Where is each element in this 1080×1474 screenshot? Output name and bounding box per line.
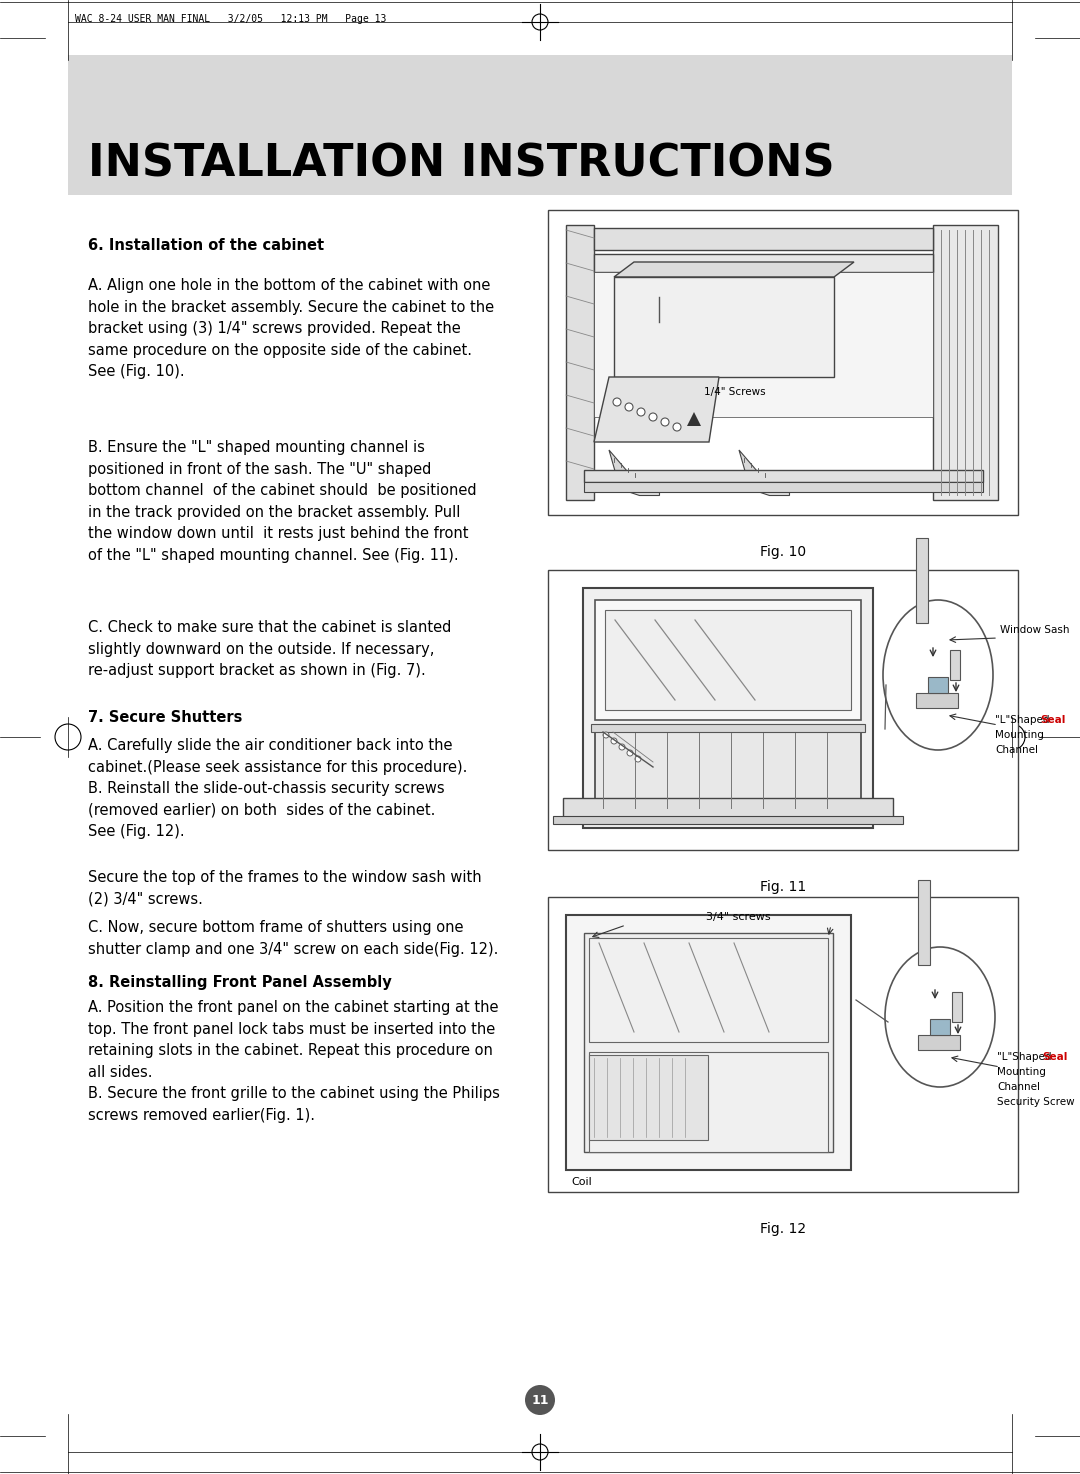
- Text: C. Check to make sure that the cabinet is slanted
slightly downward on the outsi: C. Check to make sure that the cabinet i…: [87, 621, 451, 678]
- Text: Coil: Coil: [571, 1178, 592, 1187]
- Bar: [548, 209, 1018, 514]
- Circle shape: [611, 738, 617, 744]
- Text: Channel: Channel: [995, 744, 1038, 755]
- Bar: [583, 588, 873, 828]
- Text: 6. Installation of the cabinet: 6. Installation of the cabinet: [87, 237, 324, 254]
- Bar: [589, 1055, 708, 1139]
- Polygon shape: [739, 485, 789, 495]
- Text: 1/4" Screws: 1/4" Screws: [704, 388, 766, 397]
- Polygon shape: [609, 450, 639, 485]
- Circle shape: [525, 1386, 555, 1415]
- Polygon shape: [584, 482, 983, 492]
- Text: INSTALLATION INSTRUCTIONS: INSTALLATION INSTRUCTIONS: [87, 142, 835, 186]
- Bar: [584, 933, 833, 1153]
- Bar: [595, 600, 861, 719]
- Polygon shape: [609, 485, 659, 495]
- Bar: [605, 610, 851, 710]
- Polygon shape: [594, 273, 933, 417]
- Circle shape: [661, 419, 669, 426]
- Bar: [930, 1019, 950, 1035]
- Bar: [916, 693, 958, 708]
- Polygon shape: [566, 226, 594, 500]
- Bar: [563, 797, 893, 820]
- Bar: [928, 677, 948, 693]
- Text: 3/4" screws: 3/4" screws: [705, 912, 770, 923]
- Polygon shape: [933, 226, 998, 500]
- Text: Fig. 12: Fig. 12: [760, 1222, 806, 1237]
- Text: 7. Secure Shutters: 7. Secure Shutters: [87, 710, 242, 725]
- Circle shape: [625, 402, 633, 411]
- Text: "L"Shaped: "L"Shaped: [997, 1052, 1052, 1061]
- Bar: [918, 1035, 960, 1049]
- Circle shape: [627, 750, 633, 756]
- Text: Window Sash: Window Sash: [1000, 625, 1069, 635]
- Ellipse shape: [885, 946, 995, 1086]
- Bar: [566, 915, 851, 1170]
- Circle shape: [635, 756, 642, 762]
- Text: A. Align one hole in the bottom of the cabinet with one
hole in the bracket asse: A. Align one hole in the bottom of the c…: [87, 279, 495, 379]
- Polygon shape: [687, 413, 701, 426]
- Text: Mounting: Mounting: [995, 730, 1044, 740]
- Bar: [950, 650, 960, 680]
- Bar: [916, 538, 928, 624]
- Text: Seal: Seal: [1040, 715, 1065, 725]
- Bar: [591, 724, 865, 733]
- Text: Fig. 11: Fig. 11: [760, 880, 806, 895]
- Text: C. Now, secure bottom frame of shutters using one
shutter clamp and one 3/4" scr: C. Now, secure bottom frame of shutters …: [87, 920, 498, 957]
- Circle shape: [637, 408, 645, 416]
- Text: Fig. 10: Fig. 10: [760, 545, 806, 559]
- Bar: [595, 728, 861, 814]
- Polygon shape: [615, 262, 854, 277]
- Polygon shape: [594, 228, 933, 251]
- Text: Secure the top of the frames to the window sash with
(2) 3/4" screws.: Secure the top of the frames to the wind…: [87, 870, 482, 907]
- Circle shape: [603, 733, 609, 738]
- Text: WAC 8-24 USER MAN FINAL   3/2/05   12:13 PM   Page 13: WAC 8-24 USER MAN FINAL 3/2/05 12:13 PM …: [75, 13, 387, 24]
- Text: A. Carefully slide the air conditioner back into the
cabinet.(Please seek assist: A. Carefully slide the air conditioner b…: [87, 738, 468, 839]
- Text: Security Screw: Security Screw: [997, 1097, 1075, 1107]
- Polygon shape: [594, 377, 719, 442]
- Text: "L"Shaped: "L"Shaped: [995, 715, 1050, 725]
- Text: Seal: Seal: [1042, 1052, 1067, 1061]
- Polygon shape: [615, 277, 834, 377]
- Text: A. Position the front panel on the cabinet starting at the
top. The front panel : A. Position the front panel on the cabin…: [87, 999, 500, 1123]
- Ellipse shape: [883, 600, 993, 750]
- Circle shape: [619, 744, 625, 750]
- Circle shape: [613, 398, 621, 405]
- Text: 8. Reinstalling Front Panel Assembly: 8. Reinstalling Front Panel Assembly: [87, 974, 392, 991]
- Text: 11: 11: [531, 1393, 549, 1406]
- Bar: [589, 1052, 828, 1153]
- Bar: [918, 880, 930, 965]
- Bar: [548, 898, 1018, 1192]
- Polygon shape: [584, 470, 983, 482]
- Circle shape: [649, 413, 657, 422]
- Text: B. Ensure the "L" shaped mounting channel is
positioned in front of the sash. Th: B. Ensure the "L" shaped mounting channe…: [87, 441, 476, 563]
- Bar: [548, 570, 1018, 850]
- Bar: [68, 55, 1012, 195]
- Polygon shape: [739, 450, 769, 485]
- Text: Mounting: Mounting: [997, 1067, 1045, 1077]
- Bar: [553, 817, 903, 824]
- Polygon shape: [594, 254, 933, 273]
- Text: Channel: Channel: [997, 1082, 1040, 1092]
- Circle shape: [673, 423, 681, 430]
- Bar: [589, 937, 828, 1042]
- Bar: [951, 992, 962, 1021]
